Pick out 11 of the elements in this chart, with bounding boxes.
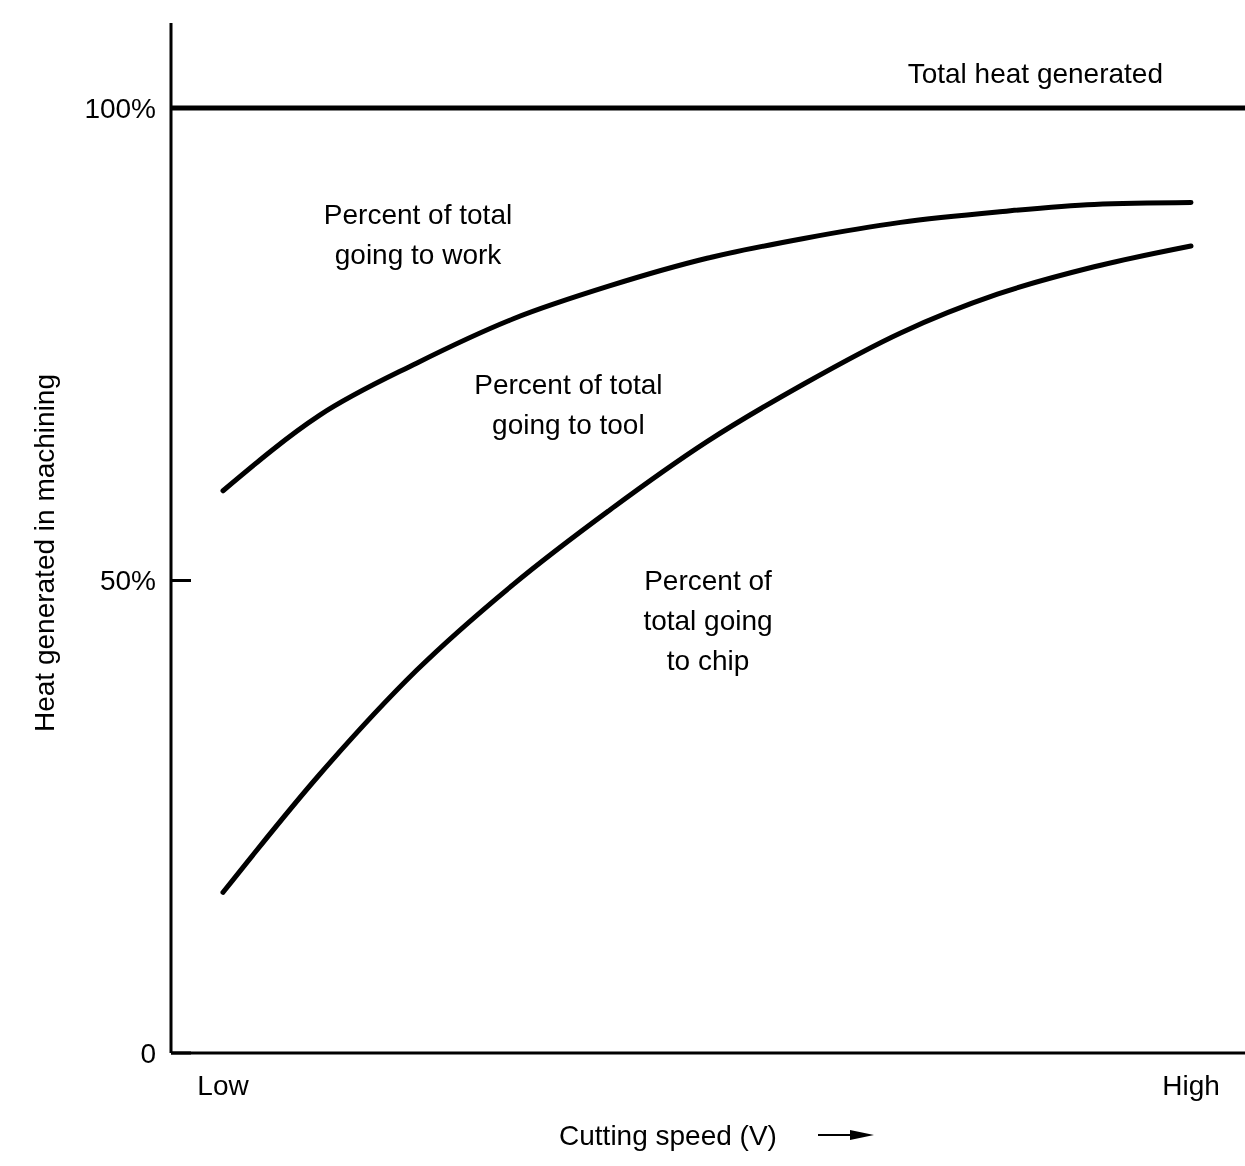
x-axis-title: Cutting speed (V): [559, 1120, 777, 1151]
y-tick-label: 50%: [99, 565, 156, 597]
x-tick-label: Low: [197, 1070, 250, 1101]
y-tick-label: 0: [140, 1037, 156, 1069]
x-tick-label: High: [1162, 1070, 1220, 1101]
annotation: Percent of total going to work: [323, 198, 513, 270]
annotation: Percent of total going to chip: [643, 565, 773, 677]
y-tick-label: 100%: [84, 92, 156, 124]
y-axis-title: Heat generated in machining: [29, 373, 60, 733]
annotation: Percent of total going to tool: [474, 368, 663, 440]
ref-line-label: Total heat generated: [907, 58, 1163, 90]
